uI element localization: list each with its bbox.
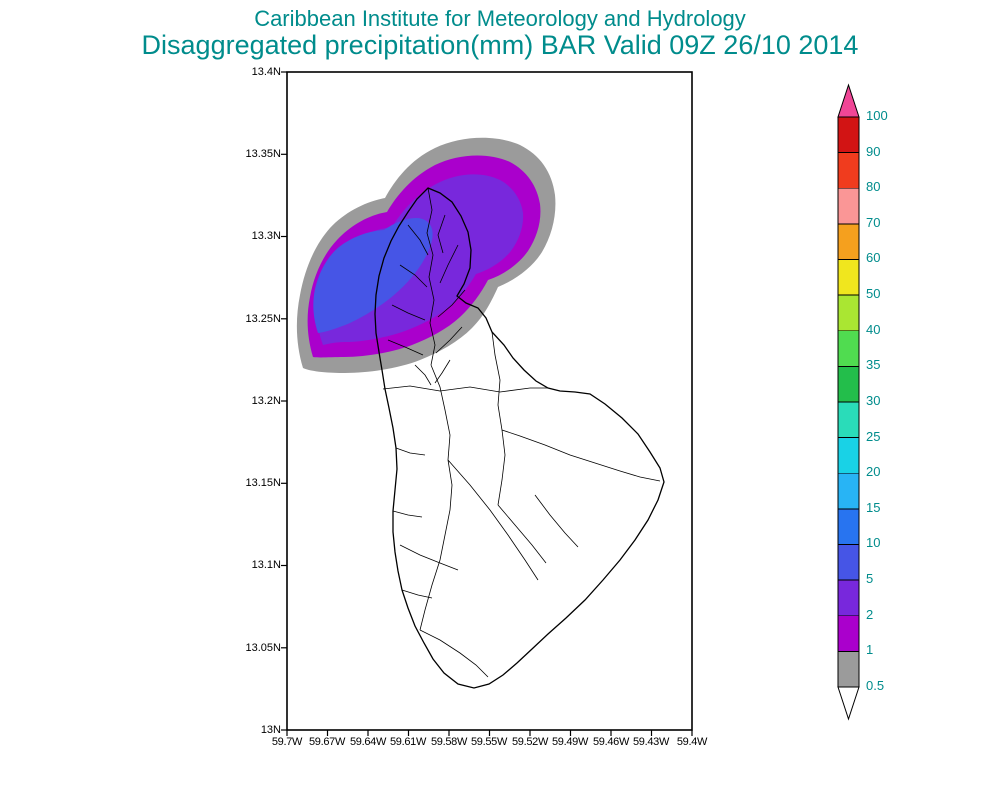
colorbar-tick-label: 90: [866, 144, 881, 159]
colorbar-segment: [837, 330, 860, 367]
colorbar-segment: [837, 294, 860, 332]
colorbar-tick-label: 100: [866, 108, 888, 123]
lat-tick-label: 13.25N: [245, 313, 281, 325]
map-canvas: [281, 71, 693, 736]
lon-tick-label: 59.67W: [308, 736, 346, 748]
colorbar-segment: [837, 544, 860, 581]
lon-tick-label: 59.64W: [349, 736, 387, 748]
lon-tick-label: 59.52W: [511, 736, 549, 748]
colorbar-tick-label: 80: [866, 179, 881, 194]
lat-tick-label: 13.3N: [251, 230, 281, 242]
lon-tick-label: 59.46W: [592, 736, 630, 748]
precip-layer-5mm: [313, 218, 433, 333]
colorbar-tick-label: 30: [866, 393, 881, 408]
lat-tick-label: 13.1N: [251, 559, 281, 571]
colorbar-tick-label: 10: [866, 535, 881, 550]
lon-tick-label: 59.49W: [551, 736, 589, 748]
colorbar-tick-label: 5: [866, 571, 874, 586]
lat-tick-label: 13.05N: [245, 642, 281, 654]
lon-tick-label: 59.58W: [430, 736, 468, 748]
plot-title: Disaggregated precipitation(mm) BAR Vali…: [141, 30, 859, 60]
lon-tick-label: 59.61W: [389, 736, 427, 748]
colorbar-tick-label: 50: [866, 286, 881, 301]
watershed-lines: [382, 187, 661, 678]
colorbar-tick-label: 60: [866, 250, 881, 265]
colorbar-segment: [837, 472, 860, 510]
lat-tick-label: 13.2N: [251, 395, 281, 407]
colorbar-tick-label: 2: [866, 607, 874, 622]
colorbar-segment: [837, 259, 860, 296]
colorbar-segment: [837, 187, 860, 225]
colorbar-segments: [837, 116, 860, 688]
island-outline-and-watersheds: [374, 187, 665, 689]
colorbar-tick-label: 25: [866, 429, 881, 444]
colorbar-segment: [837, 116, 860, 154]
lat-tick-label: 13N: [260, 724, 281, 736]
lon-tick-label: 59.4W: [676, 736, 708, 748]
colorbar-segment: [837, 365, 860, 403]
colorbar-segment: [837, 579, 860, 617]
colorbar: [837, 83, 860, 721]
lat-tick-label: 13.4N: [251, 66, 281, 78]
colorbar-tick-label: 70: [866, 215, 881, 230]
lon-tick-label: 59.7W: [271, 736, 303, 748]
colorbar-segment: [837, 401, 860, 439]
colorbar-segment: [837, 651, 860, 688]
colorbar-segment: [837, 223, 860, 260]
colorbar-tick-label: 35: [866, 357, 881, 372]
colorbar-segment: [837, 437, 860, 474]
axis-ticks: [281, 71, 693, 736]
colorbar-segment: [837, 508, 860, 545]
colorbar-tick-label: 1: [866, 642, 874, 657]
lat-tick-label: 13.15N: [245, 477, 281, 489]
colorbar-lower-arrow: [837, 686, 860, 721]
colorbar-tick-label: 15: [866, 500, 881, 515]
colorbar-tick-label: 40: [866, 322, 881, 337]
lon-tick-label: 59.55W: [470, 736, 508, 748]
precipitation-shading: [296, 137, 556, 373]
barbados-coastline: [374, 187, 665, 689]
colorbar-segment: [837, 152, 860, 189]
lat-tick-label: 13.35N: [245, 148, 281, 160]
institute-title: Caribbean Institute for Meteorology and …: [254, 6, 746, 31]
lon-tick-label: 59.43W: [632, 736, 670, 748]
colorbar-tick-label: 20: [866, 464, 881, 479]
colorbar-upper-arrow: [837, 83, 860, 118]
colorbar-segment: [837, 615, 860, 652]
colorbar-tick-label: 0.5: [866, 678, 885, 693]
